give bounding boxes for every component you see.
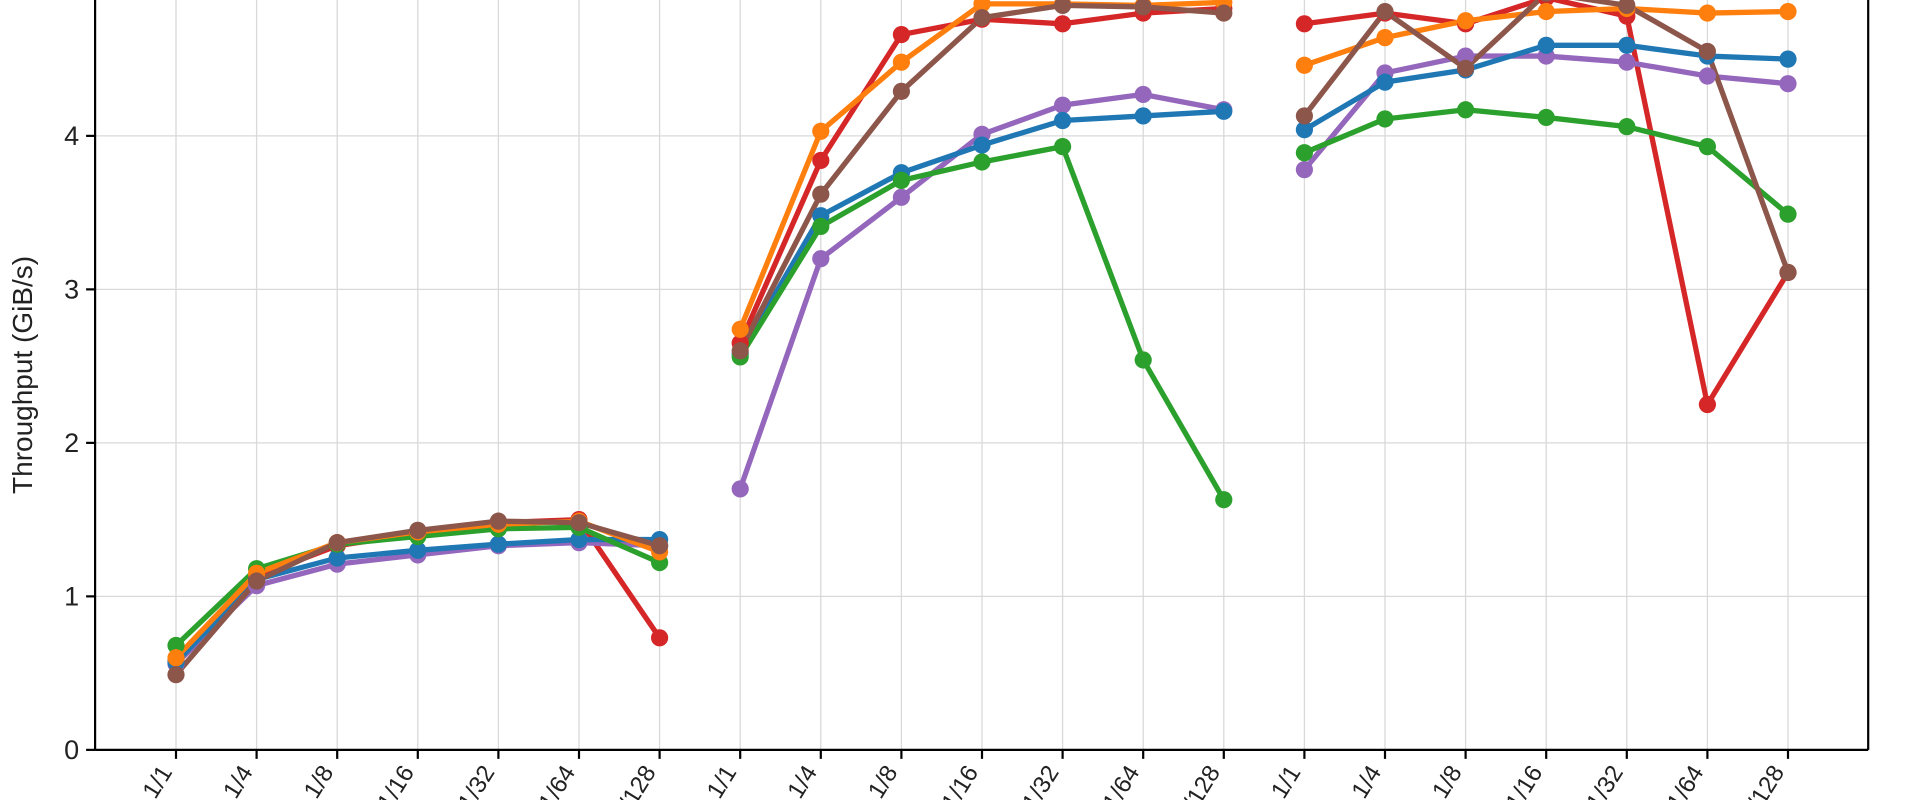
svg-text:1/16: 1/16	[936, 761, 984, 800]
svg-text:1/8: 1/8	[863, 761, 904, 800]
svg-text:1/8: 1/8	[299, 761, 340, 800]
svg-text:1/4: 1/4	[1347, 761, 1388, 800]
svg-text:3: 3	[64, 274, 79, 304]
svg-text:1/32: 1/32	[1017, 761, 1065, 800]
svg-text:1: 1	[64, 581, 79, 611]
svg-text:1/16: 1/16	[1501, 761, 1549, 800]
svg-text:Throughput (GiB/s): Throughput (GiB/s)	[7, 256, 38, 494]
svg-text:1/1: 1/1	[1266, 761, 1307, 800]
svg-text:2: 2	[64, 428, 79, 458]
svg-text:1/64: 1/64	[1662, 761, 1710, 800]
svg-text:1/128: 1/128	[607, 761, 662, 800]
svg-text:1/64: 1/64	[533, 761, 581, 800]
svg-text:1/128: 1/128	[1735, 761, 1790, 800]
svg-text:1/4: 1/4	[218, 761, 259, 800]
svg-text:1/1: 1/1	[138, 761, 179, 800]
svg-text:1/128: 1/128	[1171, 761, 1226, 800]
svg-text:1/16: 1/16	[372, 761, 420, 800]
svg-text:1/4: 1/4	[782, 761, 823, 800]
svg-text:4: 4	[64, 121, 79, 151]
svg-text:1/1: 1/1	[702, 761, 743, 800]
svg-text:1/8: 1/8	[1427, 761, 1468, 800]
svg-text:1/32: 1/32	[453, 761, 501, 800]
svg-text:0: 0	[64, 735, 79, 765]
svg-text:1/32: 1/32	[1581, 761, 1629, 800]
svg-text:1/64: 1/64	[1098, 761, 1146, 800]
